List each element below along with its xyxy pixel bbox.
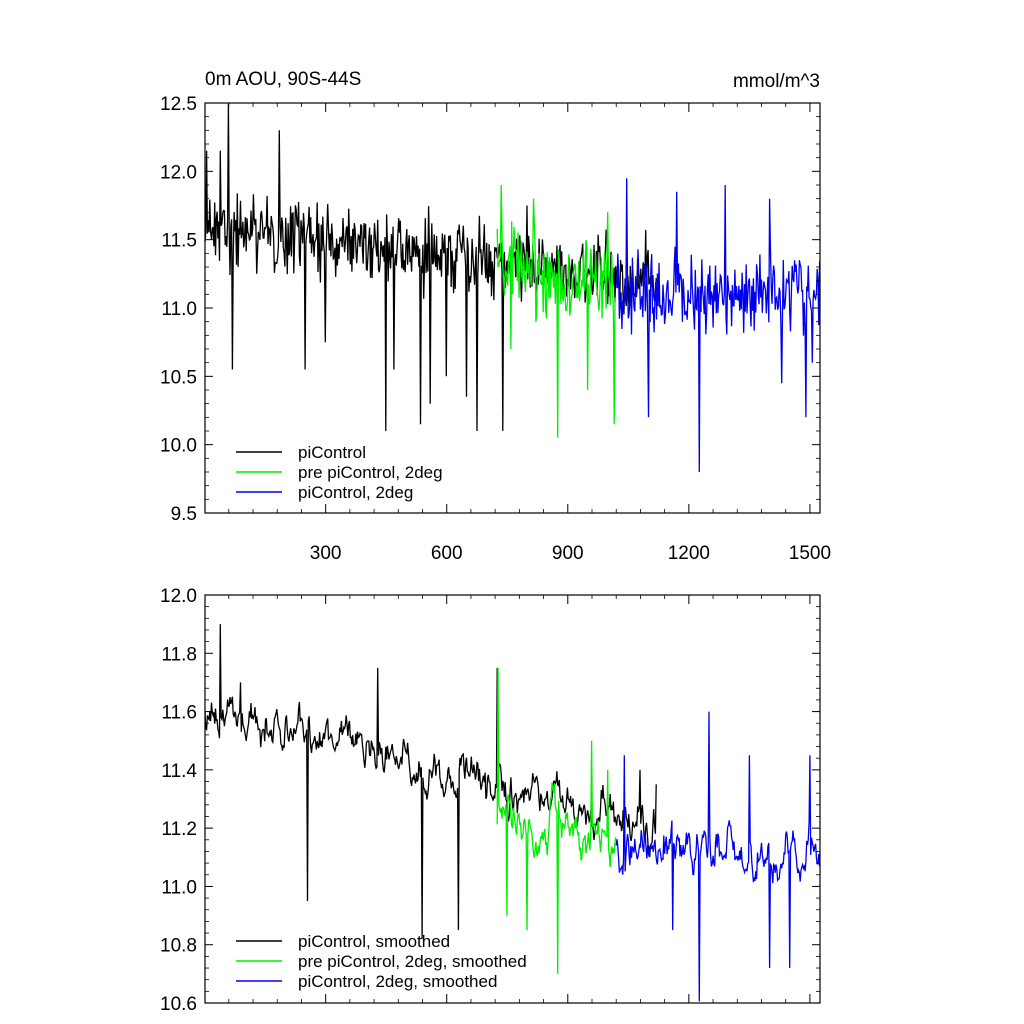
plot-frame — [204, 594, 821, 1004]
panel-aou-raw: 0m AOU, 90S-44S mmol/m^3 9.5 10.0 10.5 11.0… — [160, 69, 831, 564]
series-line-2 — [496, 667, 617, 974]
x-tick-label: 900 — [552, 543, 584, 564]
y-tick-label: 11.4 — [161, 761, 197, 782]
chart-title: 0m AOU, 90S-44S — [205, 69, 361, 90]
y-tick-label: 11.2 — [161, 819, 197, 840]
series-line-3 — [615, 711, 821, 1002]
y-tick-label: 11.6 — [161, 703, 197, 724]
axes-group: 10.6 10.8 11.0 11.2 11.4 11.6 11.8 12.0 — [160, 586, 820, 1015]
series-group — [204, 103, 821, 473]
legend-entry: piControl — [298, 443, 366, 462]
x-tick-label: 1500 — [789, 543, 831, 564]
y-tick-label: 12.0 — [160, 586, 197, 607]
x-tick-label: 300 — [310, 543, 342, 564]
y-tick-label: 12.5 — [160, 94, 197, 115]
legend-entry: piControl, 2deg, smoothed — [298, 972, 497, 991]
legend-entry: piControl, smoothed — [298, 932, 450, 951]
series-line-3 — [615, 178, 821, 473]
panel-aou-smoothed: 10.6 10.8 11.0 11.2 11.4 11.6 11.8 12.0 piContr… — [160, 586, 821, 1015]
y-tick-label: 10.0 — [160, 436, 197, 457]
series-line-2 — [496, 184, 617, 438]
y-tick-label: 10.5 — [160, 367, 197, 388]
x-tick-label: 600 — [431, 543, 463, 564]
y-tick-label: 12.0 — [160, 162, 197, 183]
y-tick-label: 11.5 — [161, 231, 197, 252]
x-tick-label: 1200 — [668, 543, 710, 564]
y-tick-label: 9.5 — [171, 504, 197, 525]
y-tick-label: 10.6 — [160, 994, 197, 1015]
y-tick-label: 10.8 — [160, 936, 197, 957]
series-line-1 — [204, 624, 657, 939]
series-line-1 — [204, 103, 657, 432]
y-tick-label: 11.0 — [161, 299, 197, 320]
series-group — [204, 624, 821, 1002]
y-tick-label: 11.8 — [161, 644, 197, 665]
axes-group: 9.5 10.0 10.5 11.0 11.5 12.0 12.5 300 600 900 1200… — [160, 94, 831, 564]
y-tick-label: 11.0 — [161, 877, 197, 898]
legend-entry: piControl, 2deg — [298, 483, 413, 502]
legend-entry: pre piControl, 2deg, smoothed — [298, 952, 527, 971]
units-label: mmol/m^3 — [733, 71, 820, 92]
legend-entry: pre piControl, 2deg — [298, 463, 443, 482]
